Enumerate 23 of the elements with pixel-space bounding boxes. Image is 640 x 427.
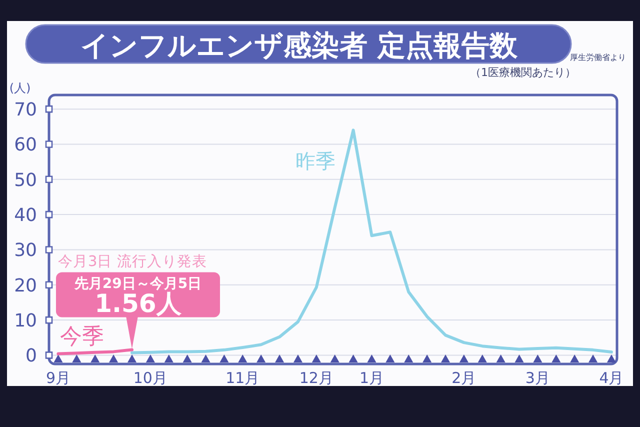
y-tick-label: 50: [14, 170, 37, 191]
annotation: 今月3日 流行入り発表: [58, 253, 207, 270]
x-tick-label: 12月: [299, 369, 334, 387]
y-tick-label: 60: [14, 134, 37, 156]
y-tick-label: 70: [14, 100, 37, 121]
x-tick-label: 2月: [452, 369, 476, 387]
x-tick-label: 3月: [525, 369, 550, 387]
chart-subtitle: （1医療機関あたり）: [470, 66, 576, 79]
y-tick-label: 30: [14, 240, 37, 262]
y-tick-label: 0: [26, 346, 37, 367]
series-label: 今季: [60, 324, 104, 350]
y-axis-title: (人): [9, 81, 31, 95]
x-tick-label: 4月: [599, 369, 624, 387]
x-tick-label: 10月: [133, 369, 168, 387]
y-tick-label: 10: [14, 310, 37, 332]
y-tick-label: 20: [14, 275, 37, 296]
chart-title: インフルエンザ感染者 定点報告数: [80, 29, 518, 62]
y-tick-label: 40: [14, 205, 37, 226]
x-tick-label: 11月: [226, 369, 260, 387]
series-label: 昨季: [295, 149, 336, 174]
x-tick-label: 9月: [46, 369, 70, 387]
x-tick-label: 1月: [359, 369, 384, 387]
text: 厚生労働省より: [570, 53, 626, 62]
